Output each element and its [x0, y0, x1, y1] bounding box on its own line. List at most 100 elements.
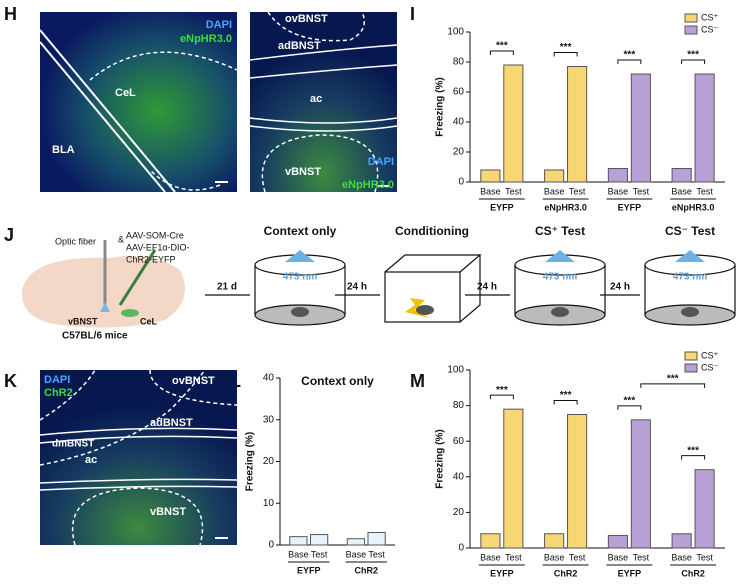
x-tick-label: Base — [480, 186, 501, 196]
group-label: EYFP — [618, 202, 642, 212]
group-label: EYFP — [297, 565, 321, 575]
diagram-label: ChR2-EYFP — [126, 254, 176, 264]
significance-bracket — [489, 394, 514, 400]
y-tick-label: 20 — [263, 456, 275, 467]
image-label: eNpHR3.0 — [180, 33, 232, 45]
image-label: ac — [85, 454, 97, 466]
bar — [480, 169, 501, 183]
y-tick-label: 40 — [453, 117, 465, 128]
y-tick-label: 100 — [447, 27, 464, 38]
y-tick-label: 30 — [263, 414, 275, 425]
image-label: DAPI — [206, 19, 232, 31]
x-tick-label: Base — [544, 186, 565, 196]
bar — [567, 414, 588, 549]
y-tick-label: 20 — [453, 507, 465, 518]
x-tick-label: Base — [671, 186, 692, 196]
significance-bracket — [681, 455, 706, 460]
legend-swatch — [684, 25, 698, 35]
y-tick-label: 40 — [263, 373, 275, 384]
image-label: eNpHR3.0 — [342, 179, 394, 191]
bar — [544, 169, 565, 183]
y-tick-label: 0 — [458, 543, 464, 554]
group-label: eNpHR3.0 — [672, 202, 715, 212]
y-tick-label: 10 — [263, 498, 275, 509]
diagram-label: Optic fiber — [55, 236, 96, 246]
panel-letter: I — [410, 4, 415, 24]
panel-letter: H — [4, 4, 17, 24]
light-label: 473 nm — [283, 272, 318, 283]
bar — [630, 419, 651, 549]
legend-swatch — [684, 351, 698, 361]
bar — [671, 533, 692, 549]
diagram-label: AAV-SOM-Cre — [126, 230, 184, 240]
diagram-label: & — [118, 234, 124, 244]
image-label: CeL — [115, 87, 136, 99]
significance-bracket — [640, 383, 706, 388]
significance-label: *** — [624, 395, 636, 406]
image-label: DAPI — [368, 156, 394, 168]
group-label: EYFP — [490, 202, 514, 212]
x-tick-label: Test — [569, 552, 586, 562]
bar — [694, 469, 715, 549]
legend-label: CS⁺ — [701, 350, 719, 360]
x-tick-label: Base — [346, 549, 367, 559]
bar — [480, 533, 501, 549]
diagram-label: C57BL/6 mice — [62, 331, 128, 342]
legend-label: CS⁻ — [701, 362, 719, 372]
bar — [503, 408, 524, 549]
y-tick-label: 100 — [447, 365, 464, 376]
stage-title: CS⁺ Test — [535, 224, 585, 238]
panel-letter: M — [410, 371, 425, 391]
significance-label: *** — [667, 373, 679, 384]
diagram-label: 24 h — [610, 282, 630, 293]
group-label: ChR2 — [354, 565, 378, 575]
image-label: dmBNST — [52, 439, 94, 450]
x-tick-label: Test — [505, 186, 522, 196]
schematic: Optic fiber & AAV-SOM-Cre AAV-EF1α-DIO- … — [21, 224, 736, 342]
significance-label: *** — [560, 390, 572, 401]
legend-label: CS⁺ — [701, 12, 719, 22]
x-tick-label: Test — [505, 552, 522, 562]
x-tick-label: Test — [633, 552, 650, 562]
y-axis-label: Freezing (%) — [245, 432, 256, 491]
diagram-label: vBNST — [68, 316, 98, 326]
image-label: ovBNST — [285, 13, 328, 25]
light-label: 473 nm — [543, 272, 578, 283]
significance-bracket — [617, 59, 642, 64]
bar — [544, 533, 565, 549]
group-label: eNpHR3.0 — [544, 202, 587, 212]
image-label: DAPI — [44, 374, 70, 386]
stage-title: Conditioning — [395, 224, 469, 238]
y-tick-label: 0 — [458, 177, 464, 188]
x-tick-label: Test — [696, 552, 713, 562]
significance-bracket — [489, 50, 514, 55]
micrograph: ovBNST adBNST ac vBNST DAPI eNpHR3.0 — [249, 11, 398, 193]
x-tick-label: Test — [368, 549, 385, 559]
image-label: ovBNST — [172, 375, 215, 387]
y-tick-label: 0 — [268, 540, 274, 551]
x-tick-label: Base — [544, 552, 565, 562]
image-label: adBNST — [150, 417, 193, 429]
x-tick-label: Base — [480, 552, 501, 562]
group-label: EYFP — [490, 568, 514, 578]
diagram-label: AAV-EF1α-DIO- — [126, 242, 190, 252]
x-tick-label: Test — [696, 186, 713, 196]
y-axis-label: Freezing (%) — [435, 77, 446, 136]
significance-label: *** — [687, 445, 699, 456]
x-tick-label: Base — [288, 549, 309, 559]
bar — [694, 73, 715, 183]
y-axis-label: Freezing (%) — [435, 429, 446, 488]
significance-label: *** — [496, 41, 508, 52]
image-label: BLA — [52, 144, 75, 156]
legend-label: CS⁻ — [701, 24, 719, 34]
bar — [607, 168, 628, 183]
chart-title: Context only — [301, 374, 374, 388]
group-label: ChR2 — [554, 568, 578, 578]
panel-letter: J — [4, 225, 14, 245]
significance-label: *** — [496, 385, 508, 396]
x-tick-label: Base — [608, 552, 629, 562]
light-label: 473 nm — [673, 272, 708, 283]
diagram-label: CeL — [140, 316, 158, 326]
significance-label: *** — [687, 50, 699, 61]
